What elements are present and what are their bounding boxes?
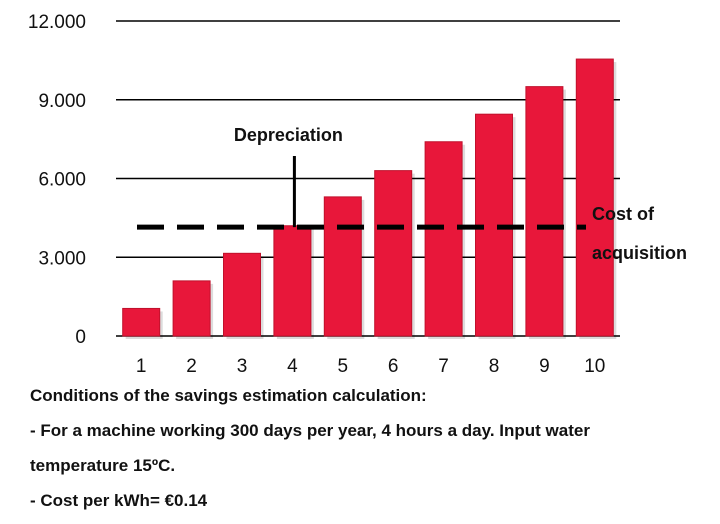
bar-7 [424,141,463,337]
y-tick-label: 9.000 [38,91,86,112]
bar-1 [122,307,161,337]
y-tick-label: 0 [75,327,86,348]
depreciation-label: Depreciation [234,125,343,145]
bar-9 [525,86,564,337]
y-tick-label: 12.000 [28,12,86,33]
notes-line-1: - For a machine working 300 days per yea… [30,421,590,440]
x-tick-label: 3 [237,356,248,377]
x-tick-label: 2 [186,356,197,377]
x-tick-label: 6 [388,356,399,377]
notes-heading: Conditions of the savings estimation cal… [30,386,427,405]
bar-4 [273,225,312,337]
notes-line-2: temperature 15ºC. [30,456,176,475]
bar-2 [172,280,211,337]
x-tick-label: 5 [338,356,349,377]
y-tick-labels: 0 3.000 6.000 9.000 12.000 [28,12,86,348]
bar-5 [323,196,362,337]
savings-bar-chart: 0 3.000 6.000 9.000 12.000 1 2 3 4 5 6 7 8 9 10 Depre… [28,12,687,377]
bars [122,58,614,337]
y-tick-label: 3.000 [38,248,86,269]
calculation-notes: Conditions of the savings estimation cal… [30,384,710,524]
x-tick-label: 7 [438,356,449,377]
x-tick-label: 4 [287,356,298,377]
y-tick-label: 6.000 [38,170,86,191]
notes-line-3: - Cost per kWh= €0.14 [30,491,208,510]
bar-6 [374,170,413,337]
x-tick-label: 8 [489,356,500,377]
x-tick-label: 9 [539,356,550,377]
x-tick-label: 10 [584,356,605,377]
x-tick-label: 1 [136,356,147,377]
bar-10 [575,58,614,337]
bar-3 [223,252,261,337]
x-tick-labels: 1 2 3 4 5 6 7 8 9 10 [136,356,605,377]
cost-of-acquisition-label-line1: Cost of [592,204,655,224]
cost-of-acquisition-label-line2: acquisition [592,243,687,263]
